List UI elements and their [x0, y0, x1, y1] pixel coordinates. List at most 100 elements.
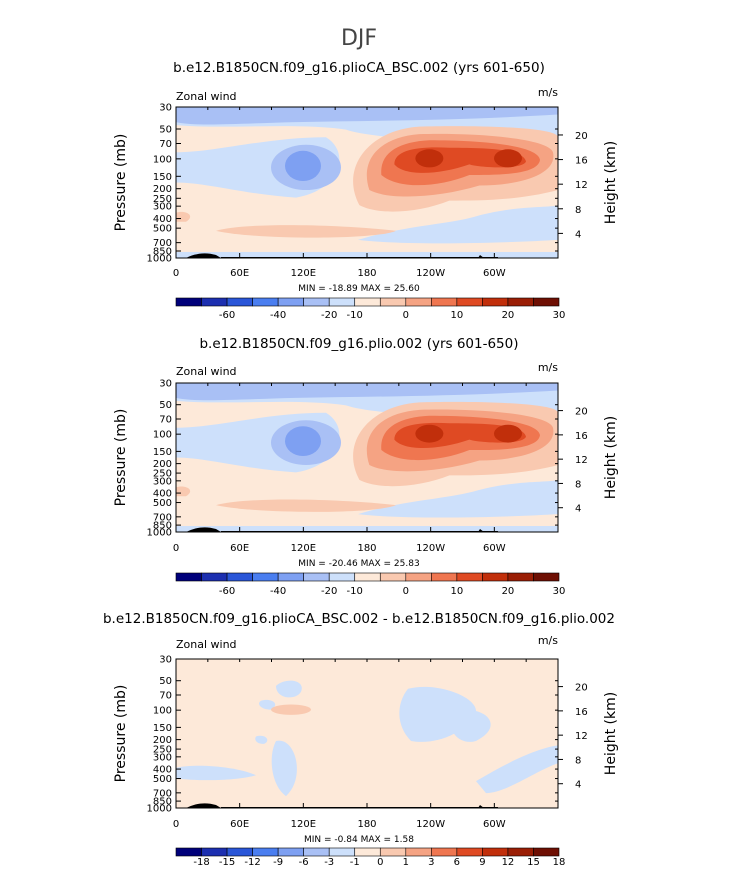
units-label: m/s	[538, 634, 558, 647]
negative-anomaly-4	[259, 699, 276, 710]
colorbar-label: -18	[193, 857, 209, 868]
colorbar-swatch	[226, 847, 253, 857]
y-tick-label: 850	[153, 247, 172, 258]
colorbar-swatch	[405, 297, 432, 307]
right-tick-label: 8	[575, 479, 581, 490]
x-tick-label: 120E	[291, 543, 316, 554]
easterly-core	[285, 426, 321, 457]
x-tick-label: 0	[173, 268, 179, 279]
y-tick-label: 400	[153, 489, 172, 500]
y-tick-label: 250	[153, 745, 172, 756]
colorbar-swatch	[533, 847, 560, 857]
easterly-core	[285, 150, 321, 181]
y-tick-label: 30	[159, 379, 172, 390]
colorbar-label: -10	[347, 586, 363, 597]
negative-anomaly-6	[176, 765, 256, 781]
colorbar-swatch	[405, 572, 432, 582]
negative-anomaly-2	[450, 709, 491, 742]
colorbar: -60 -40 -20 -10 0 10 20 30	[175, 297, 566, 321]
min-max-label: MIN = -0.84 MAX = 1.58	[304, 835, 414, 845]
panel-title: b.e12.B1850CN.f09_g16.plioCA_BSC.002 - b…	[103, 611, 615, 627]
y-tick-label: 30	[159, 103, 172, 114]
contour-field	[176, 107, 558, 258]
right-tick-label: 4	[575, 504, 581, 515]
units-label: m/s	[538, 361, 558, 374]
panel-title: b.e12.B1850CN.f09_g16.plioCA_BSC.002 (yr…	[173, 60, 545, 76]
y-tick-label: 50	[159, 400, 172, 411]
y-tick-label: 100	[153, 430, 172, 441]
y-tick-label: 70	[159, 691, 172, 702]
units-label: m/s	[538, 86, 558, 99]
colorbar-label: 0	[403, 586, 409, 597]
y-tick-label: 400	[153, 214, 172, 225]
colorbar-swatch	[482, 297, 509, 307]
y-tick-label: 1000	[147, 804, 172, 815]
y-tick-label: 1000	[147, 254, 172, 265]
right-tick-label: 12	[575, 731, 588, 742]
low-level-westerlies	[216, 499, 396, 512]
colorbar-label: 6	[454, 857, 460, 868]
colorbar-swatch	[175, 847, 202, 857]
colorbar-label: 1	[403, 857, 409, 868]
y-tick-label: 100	[153, 154, 172, 165]
min-max-label: MIN = -20.46 MAX = 25.83	[298, 559, 419, 569]
colorbar-swatch	[277, 297, 304, 307]
y-tick-label: 200	[153, 459, 172, 470]
y-tick-label: 70	[159, 415, 172, 426]
colorbar-label: -40	[270, 310, 286, 321]
y-axis-label: Pressure (mb)	[113, 409, 129, 507]
y-tick-label: 500	[153, 224, 172, 235]
right-tick-label: 12	[575, 180, 588, 191]
colorbar-label: -9	[273, 857, 283, 868]
y-tick-label: 150	[153, 723, 172, 734]
y-tick-label: 50	[159, 676, 172, 687]
colorbar-label: -20	[321, 310, 337, 321]
colorbar-label: -60	[219, 310, 235, 321]
colorbar-swatch	[328, 847, 356, 857]
colorbar-swatch	[175, 297, 202, 307]
panel-title: b.e12.B1850CN.f09_g16.plio.002 (yrs 601-…	[199, 336, 518, 352]
colorbar-swatch	[252, 297, 279, 307]
colorbar-swatch	[431, 297, 458, 307]
y-tick-label: 150	[153, 172, 172, 183]
y-tick-label: 850	[153, 797, 172, 808]
x-tick-label: 60W	[483, 819, 506, 830]
colorbar-swatch	[354, 297, 381, 307]
colorbar-label: -12	[244, 857, 260, 868]
figure-title: DJF	[341, 26, 377, 51]
right-tick-label: 16	[575, 707, 588, 718]
y-tick-label: 250	[153, 469, 172, 480]
field-label: Zonal wind	[176, 90, 237, 103]
colorbar-swatch	[456, 297, 483, 307]
y-axis-label-right: Height (km)	[603, 416, 619, 499]
colorbar-label: 20	[502, 586, 515, 597]
y-axis-label: Pressure (mb)	[113, 685, 129, 783]
field-label: Zonal wind	[176, 638, 237, 651]
x-tick-label: 60E	[230, 819, 249, 830]
y-axis-label-right: Height (km)	[603, 141, 619, 224]
colorbar-label: -60	[219, 586, 235, 597]
colorbar-swatch	[456, 847, 483, 857]
y-tick-label: 850	[153, 521, 172, 532]
colorbar-swatch	[354, 572, 381, 582]
x-tick-label: 60E	[230, 268, 249, 279]
colorbar-swatch	[226, 297, 253, 307]
colorbar-label: 30	[553, 586, 566, 597]
right-tick-label: 12	[575, 455, 588, 466]
colorbar-swatch	[379, 297, 407, 307]
colorbar-label: 30	[553, 310, 566, 321]
colorbar-label: 3	[428, 857, 434, 868]
right-tick-label: 20	[575, 683, 588, 694]
y-tick-label: 700	[153, 512, 172, 523]
colorbar-label: -3	[324, 857, 334, 868]
x-tick-label: 60E	[230, 543, 249, 554]
x-tick-label: 0	[173, 819, 179, 830]
colorbar-swatch	[533, 572, 560, 582]
panel-3: b.e12.B1850CN.f09_g16.plioCA_BSC.002 - b…	[103, 611, 619, 868]
colorbar-swatch	[482, 847, 509, 857]
colorbar-swatch	[507, 847, 534, 857]
colorbar-swatch	[379, 572, 407, 582]
y-tick-label: 250	[153, 194, 172, 205]
colorbar-swatch	[277, 847, 304, 857]
colorbar-swatch	[507, 572, 534, 582]
